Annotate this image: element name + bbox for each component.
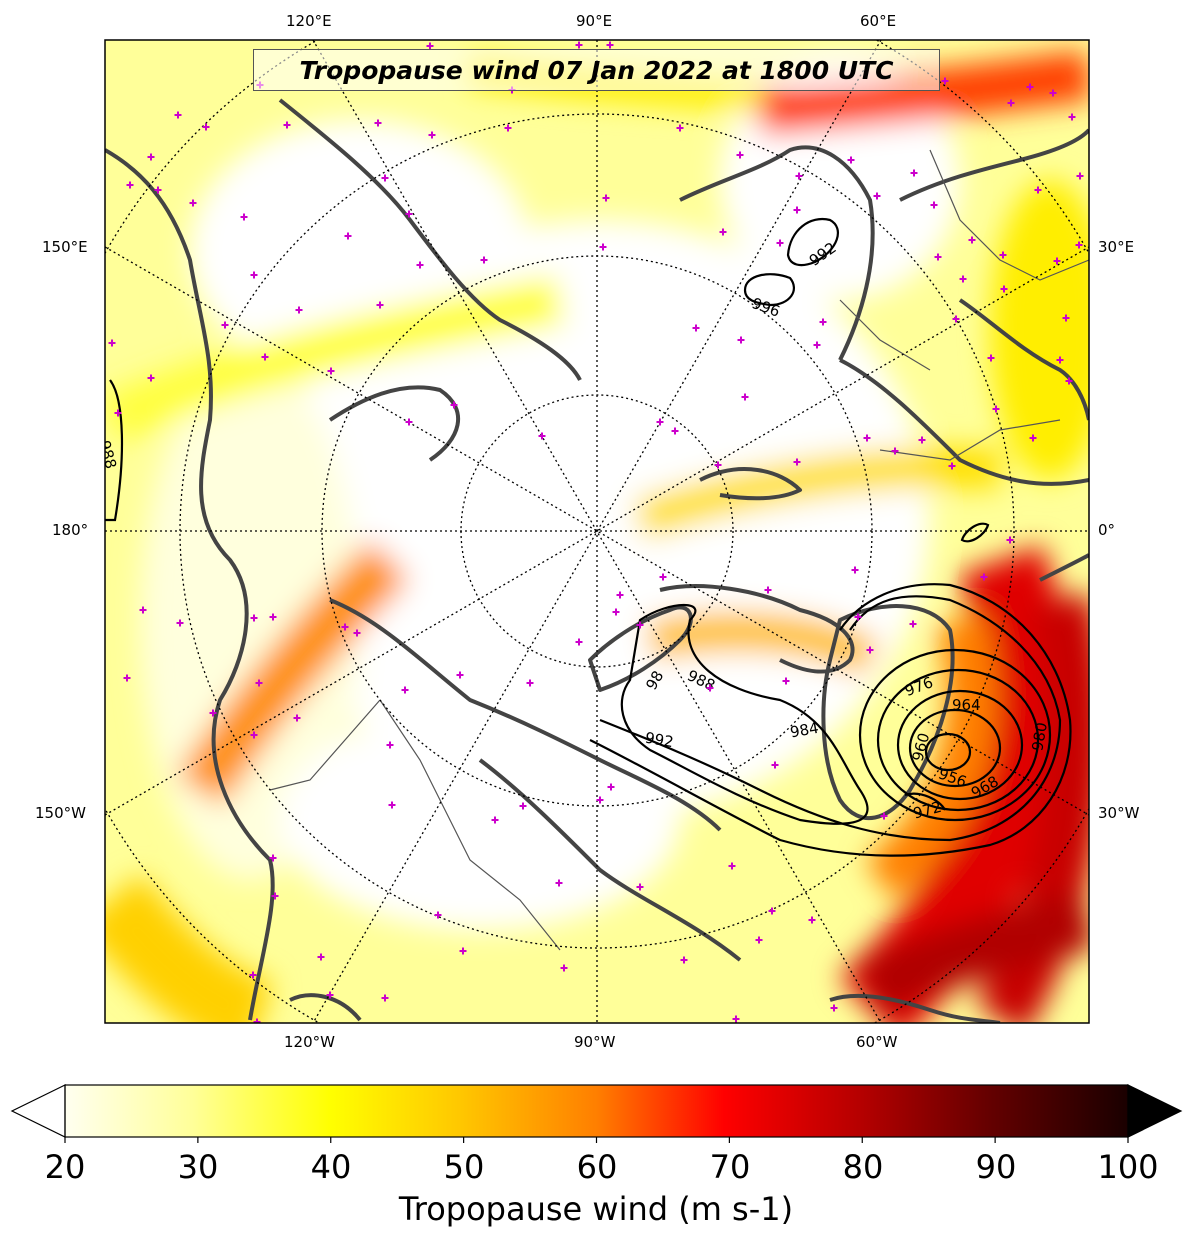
contour-label: 984 <box>789 719 820 742</box>
colorbar-tick-label: 20 <box>44 1148 86 1186</box>
contour-label: 980 <box>1028 721 1051 752</box>
graticule <box>105 40 1089 1023</box>
lon-label-top-120E: 120°E <box>286 12 332 30</box>
colorbar-tick-label: 70 <box>709 1148 751 1186</box>
colorbar-label: Tropopause wind (m s-1) <box>398 1190 794 1228</box>
contour-label: 964 <box>952 696 981 714</box>
lon-label-bottom-90W: 90°W <box>574 1033 616 1051</box>
colorbar-tick-label: 30 <box>177 1148 219 1186</box>
colorbar-tick-label: 80 <box>842 1148 884 1186</box>
borders <box>269 149 1089 951</box>
lon-label-bottom-120W: 120°W <box>284 1033 335 1051</box>
coastlines <box>105 98 1089 1023</box>
colorbar-tick-label: 40 <box>310 1148 352 1186</box>
lon-label-left-180: 180° <box>52 521 89 539</box>
lon-label-left-150W: 150°W <box>35 804 86 822</box>
colorbar-tick-label: 90 <box>975 1148 1017 1186</box>
lon-label-top-60E: 60°E <box>860 12 897 30</box>
station-markers <box>108 41 1084 1023</box>
contour-label: 992 <box>644 729 675 752</box>
colorbar-extend-high <box>1127 1084 1183 1138</box>
lon-label-right-0: 0° <box>1098 521 1116 539</box>
lon-label-top-90E: 90°E <box>576 12 613 30</box>
lon-label-right-30E: 30°E <box>1098 238 1135 256</box>
pressure-contours <box>105 217 1072 857</box>
map-title: Tropopause wind 07 Jan 2022 at 1800 UTC <box>253 49 940 91</box>
colorbar-tick-label: 50 <box>443 1148 485 1186</box>
colorbar-tick-label: 100 <box>1097 1148 1159 1186</box>
lon-label-left-150E: 150°E <box>42 238 88 256</box>
lon-label-bottom-60W: 60°W <box>856 1033 898 1051</box>
colorbar-extend-low <box>10 1084 66 1138</box>
colorbar-body <box>65 1085 1128 1137</box>
colorbar-tick-label: 60 <box>576 1148 618 1186</box>
lon-label-right-30W: 30°W <box>1098 804 1140 822</box>
map-frame <box>104 39 1090 1024</box>
colorbar <box>10 1084 1183 1143</box>
map-panel: 992 996 988 988 984 992 976 964 960 956 … <box>105 40 1089 1023</box>
